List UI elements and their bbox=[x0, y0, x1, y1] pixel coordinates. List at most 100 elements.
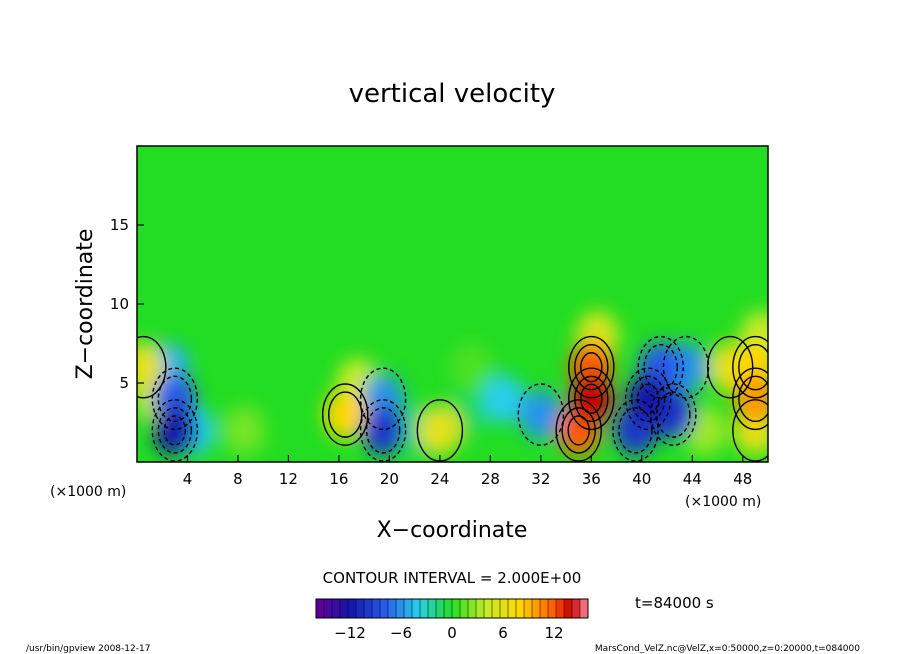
colorbar-swatch bbox=[316, 599, 325, 618]
contour-line bbox=[732, 335, 768, 399]
x-tick-label: 44 bbox=[683, 470, 702, 488]
colorbar-swatch bbox=[484, 599, 493, 618]
contour-line bbox=[618, 407, 653, 454]
contour-line bbox=[328, 391, 363, 438]
contour-line bbox=[643, 343, 678, 391]
plot-area bbox=[136, 145, 769, 463]
contour-line bbox=[359, 399, 407, 462]
x-tick-label: 24 bbox=[430, 470, 449, 488]
colorbar-tick-label: 6 bbox=[498, 624, 508, 642]
colorbar-swatch bbox=[380, 599, 389, 618]
contour-line bbox=[163, 415, 187, 446]
contour-line bbox=[706, 335, 754, 399]
colorbar-swatch bbox=[516, 599, 525, 618]
field-cell bbox=[137, 342, 165, 392]
x-tick-label: 12 bbox=[279, 470, 298, 488]
contour-interval-text: CONTOUR INTERVAL = 2.000E+00 bbox=[323, 569, 582, 587]
colorbar-swatch bbox=[476, 599, 485, 618]
contour-line bbox=[732, 399, 768, 462]
colorbar-swatch bbox=[500, 599, 509, 618]
y-axis: 5 10 15 bbox=[110, 216, 144, 392]
contour-layer bbox=[137, 335, 768, 462]
contour-line bbox=[137, 335, 167, 399]
contour-line bbox=[612, 399, 659, 462]
x-tick-label: 36 bbox=[582, 470, 601, 488]
x-tick-label: 40 bbox=[632, 470, 651, 488]
colorbar-swatch bbox=[436, 599, 445, 618]
field-cell bbox=[626, 374, 670, 424]
field-cell bbox=[418, 405, 462, 455]
colorbar-swatch bbox=[548, 599, 557, 618]
time-label: t=84000 s bbox=[635, 594, 714, 612]
x-tick-label: 32 bbox=[531, 470, 550, 488]
colorbar-swatch bbox=[332, 599, 341, 618]
contour-line bbox=[359, 367, 407, 431]
colorbar-swatch bbox=[364, 599, 373, 618]
colorbar-swatch bbox=[340, 599, 349, 618]
contour-line bbox=[630, 375, 666, 423]
colorbar-swatch bbox=[412, 599, 421, 618]
colorbar-swatch bbox=[356, 599, 365, 618]
x-tick-label: 4 bbox=[183, 470, 193, 488]
field-cell bbox=[323, 390, 367, 440]
colorbar-swatch bbox=[444, 599, 453, 618]
footer-file-info: MarsCond_VelZ.nc@VelZ,x=0:50000,z=0:2000… bbox=[595, 644, 860, 654]
colorbar-swatch bbox=[492, 599, 501, 618]
contour-line bbox=[636, 383, 660, 414]
x-axis: 4 8 12 16 20 24 28 32 36 40 44 48 bbox=[183, 455, 752, 488]
colorbar-swatch bbox=[532, 599, 541, 618]
colorbar-swatch bbox=[388, 599, 397, 618]
colorbar-swatch bbox=[396, 599, 405, 618]
field-cell bbox=[519, 390, 563, 440]
colorbar: −12 −6 0 6 12 bbox=[315, 598, 589, 642]
colorbar-swatch bbox=[460, 599, 469, 618]
contour-line bbox=[732, 367, 768, 431]
contour-line bbox=[574, 375, 609, 423]
contour-line bbox=[738, 375, 768, 423]
contour-line bbox=[568, 335, 615, 399]
x-tick-label: 20 bbox=[380, 470, 399, 488]
colorbar-swatch bbox=[556, 599, 565, 618]
x-tick-label: 48 bbox=[733, 470, 752, 488]
x-unit-right: (×1000 m) bbox=[685, 494, 761, 510]
x-axis-label: X−coordinate bbox=[377, 518, 528, 543]
contour-line bbox=[517, 383, 565, 446]
colorbar-swatch bbox=[324, 599, 333, 618]
colorbar-tick-label: −12 bbox=[334, 624, 366, 642]
field-cell bbox=[153, 405, 197, 455]
contour-line bbox=[567, 415, 590, 446]
colorbar-tick-label: 12 bbox=[544, 624, 563, 642]
colorbar-swatch bbox=[404, 599, 413, 618]
contour-line bbox=[568, 367, 615, 431]
colorbar-swatch bbox=[372, 599, 381, 618]
field-cell bbox=[449, 342, 493, 392]
contour-line bbox=[580, 383, 603, 414]
colorbar-swatch bbox=[348, 599, 357, 618]
chart-title: vertical velocity bbox=[349, 79, 556, 109]
contour-line bbox=[555, 399, 602, 462]
x-tick-label: 28 bbox=[481, 470, 500, 488]
contour-line bbox=[151, 367, 199, 431]
contour-line bbox=[151, 399, 199, 462]
colorbar-swatch bbox=[508, 599, 517, 618]
contour-line bbox=[580, 352, 603, 383]
contour-line bbox=[157, 407, 193, 454]
y-tick-label: 5 bbox=[119, 374, 129, 392]
x-unit-left: (×1000 m) bbox=[50, 484, 126, 500]
colorbar-swatch bbox=[564, 599, 573, 618]
field-cell bbox=[733, 374, 768, 424]
colorbar-tick-label: −6 bbox=[390, 624, 412, 642]
contour-line bbox=[738, 343, 768, 391]
colorbar-swatch bbox=[420, 599, 429, 618]
contour-line bbox=[561, 407, 596, 454]
footer-program-date: /usr/bin/gpview 2008-12-17 bbox=[26, 644, 150, 654]
field-cell bbox=[222, 405, 266, 455]
contour-line bbox=[365, 407, 401, 454]
x-tick-label: 16 bbox=[329, 470, 348, 488]
y-tick-label: 15 bbox=[110, 216, 129, 234]
contour-line bbox=[157, 375, 193, 423]
colorbar-tick-label: 0 bbox=[447, 624, 457, 642]
contour-line bbox=[624, 367, 672, 431]
contour-line bbox=[650, 383, 697, 446]
